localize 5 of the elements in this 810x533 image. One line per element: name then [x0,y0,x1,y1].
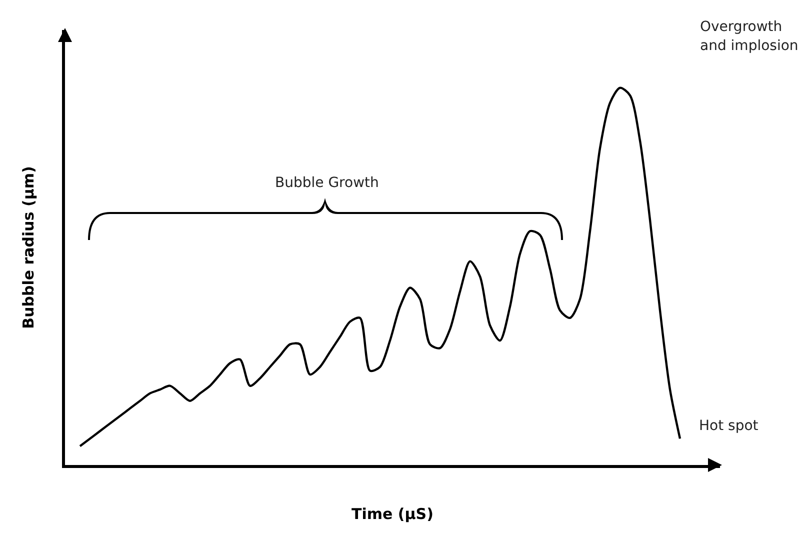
annotation: Bubble Growth [275,175,379,191]
x-axis-title: Time (µS) [352,505,434,524]
y-axis-title: Bubble radius (µm) [20,166,38,329]
text: Overgrowth and implosion [700,18,800,56]
text: Hot spot [699,418,759,434]
